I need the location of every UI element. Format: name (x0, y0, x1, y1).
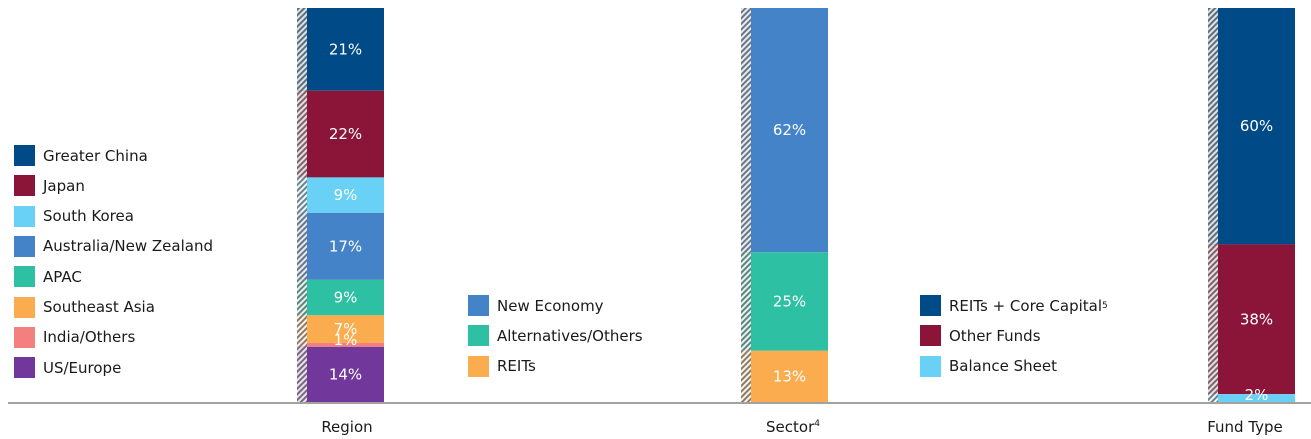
legend-label-region-india-others: India/Others (43, 328, 136, 347)
bar-hatch-fund-type-balance-sheet (1208, 394, 1218, 402)
bar-segment-region-apac (307, 279, 384, 316)
legend-label-sector-reits: REITs (497, 357, 536, 376)
legend-label-sector-new-economy: New Economy (497, 296, 604, 315)
data-label-fund-type-reits-core-capital: 60% (1240, 117, 1273, 135)
data-label-region-us-europe: 14% (329, 365, 362, 383)
legend-label-region-us-europe: US/Europe (43, 358, 122, 377)
legend-label-region-southeast-asia: Southeast Asia (43, 298, 155, 316)
legend-item-region-us-europe: US/Europe (14, 357, 122, 379)
legend-label-sector-alternatives-others: Alternatives/Others (497, 326, 643, 345)
legend-swatch-region-australia-new-zealand (14, 235, 35, 257)
data-label-region-greater-china: 21% (329, 40, 362, 58)
data-label-fund-type-other-funds: 38% (1240, 310, 1273, 328)
legend-swatch-region-southeast-asia (14, 296, 35, 318)
legend-swatch-fund-type-balance-sheet (920, 355, 941, 377)
legend-swatch-region-india-others (14, 326, 35, 348)
x-label-fund-type: Fund Type (1207, 418, 1283, 436)
data-label-region-south-korea: 9% (334, 186, 358, 204)
data-label-region-australia-new-zealand: 17% (329, 237, 362, 255)
bar-segment-sector-reits (751, 350, 828, 402)
bar-segment-sector-new-economy (751, 8, 828, 253)
legend-swatch-region-us-europe (14, 357, 35, 379)
data-label-region-apac: 9% (334, 289, 358, 307)
legend-item-fund-type-other-funds: Other Funds (920, 325, 1041, 347)
legend-label-fund-type-other-funds: Other Funds (949, 326, 1041, 345)
legend-swatch-region-apac (14, 266, 35, 288)
legend-item-sector-alternatives-others: Alternatives/Others (468, 325, 643, 347)
legend-item-fund-type-balance-sheet: Balance Sheet (920, 355, 1057, 377)
bar-segment-fund-type-other-funds (1218, 244, 1295, 395)
legend-item-region-japan: Japan (14, 175, 85, 197)
data-label-region-southeast-asia: 7% (334, 320, 358, 338)
bar-segment-fund-type-balance-sheet (1218, 394, 1295, 402)
x-label-sector: Sector4 (766, 418, 820, 436)
legend-swatch-fund-type-reits-core-capital (920, 295, 941, 316)
bar-segment-fund-type-reits-core-capital (1218, 8, 1295, 245)
data-label-region-india-others: 1% (334, 331, 358, 349)
legend-item-region-southeast-asia: Southeast Asia (14, 296, 155, 318)
data-label-fund-type-balance-sheet: 2% (1245, 386, 1269, 404)
bar-hatch-fund-type-other-funds (1208, 244, 1218, 395)
legend-item-region-greater-china: Greater China (14, 145, 148, 166)
legend-swatch-region-south-korea (14, 205, 35, 227)
legend-swatch-sector-new-economy (468, 295, 489, 316)
legend-label-region-australia-new-zealand: Australia/New Zealand (43, 237, 213, 256)
legend-label-fund-type-balance-sheet: Balance Sheet (949, 357, 1057, 376)
bar-hatch-sector-reits (741, 350, 751, 402)
bar-segment-region-southeast-asia (307, 315, 384, 343)
bar-hatch-region-india-others (297, 342, 307, 347)
legend-swatch-fund-type-other-funds (920, 325, 941, 347)
legend-item-fund-type-reits-core-capital: REITs + Core Capital 5 (920, 295, 1108, 316)
legend-item-sector-reits: REITs (468, 355, 536, 377)
legend-label-region-apac: APAC (43, 267, 82, 286)
legend-item-region-india-others: India/Others (14, 326, 136, 348)
bar-hatch-sector-alternatives-others (741, 252, 751, 351)
bar-hatch-region-south-korea (297, 177, 307, 213)
x-label-region: Region (321, 418, 373, 436)
bar-segment-sector-alternatives-others (751, 252, 828, 351)
bar-hatch-region-australia-new-zealand (297, 212, 307, 280)
bar-hatch-region-japan (297, 90, 307, 178)
legend-swatch-sector-alternatives-others (468, 325, 489, 347)
data-label-sector-new-economy: 62% (773, 121, 806, 139)
bar-hatch-sector-new-economy (741, 8, 751, 253)
legend-item-region-south-korea: South Korea (14, 205, 134, 227)
legend-item-region-apac: APAC (14, 266, 82, 288)
bar-segment-region-south-korea (307, 177, 384, 213)
legend-label-region-japan: Japan (43, 176, 85, 195)
legend-item-region-australia-new-zealand: Australia/New Zealand (14, 235, 213, 257)
bar-hatch-region-southeast-asia (297, 315, 307, 343)
bar-hatch-region-greater-china (297, 8, 307, 91)
data-label-sector-alternatives-others: 25% (773, 293, 806, 311)
data-label-region-japan: 22% (329, 125, 362, 143)
legend-label-region-greater-china: Greater China (43, 146, 148, 165)
legend-label-fund-type-reits-core-capital: REITs + Core Capital (949, 296, 1103, 315)
bar-hatch-region-us-europe (297, 346, 307, 402)
bar-segment-region-greater-china (307, 8, 384, 91)
bar-segment-region-australia-new-zealand (307, 212, 384, 280)
bar-hatch-region-apac (297, 279, 307, 316)
legend-swatch-region-japan (14, 175, 35, 197)
legend-item-sector-new-economy: New Economy (468, 295, 604, 316)
bar-segment-region-japan (307, 90, 384, 178)
bar-segment-region-us-europe (307, 346, 384, 402)
bar-segment-region-india-others (307, 342, 384, 347)
bar-hatch-fund-type-reits-core-capital (1208, 8, 1218, 245)
legend-swatch-sector-reits (468, 355, 489, 377)
legend-label-region-south-korea: South Korea (43, 207, 134, 226)
legend-swatch-region-greater-china (14, 145, 35, 166)
data-label-sector-reits: 13% (773, 367, 806, 385)
